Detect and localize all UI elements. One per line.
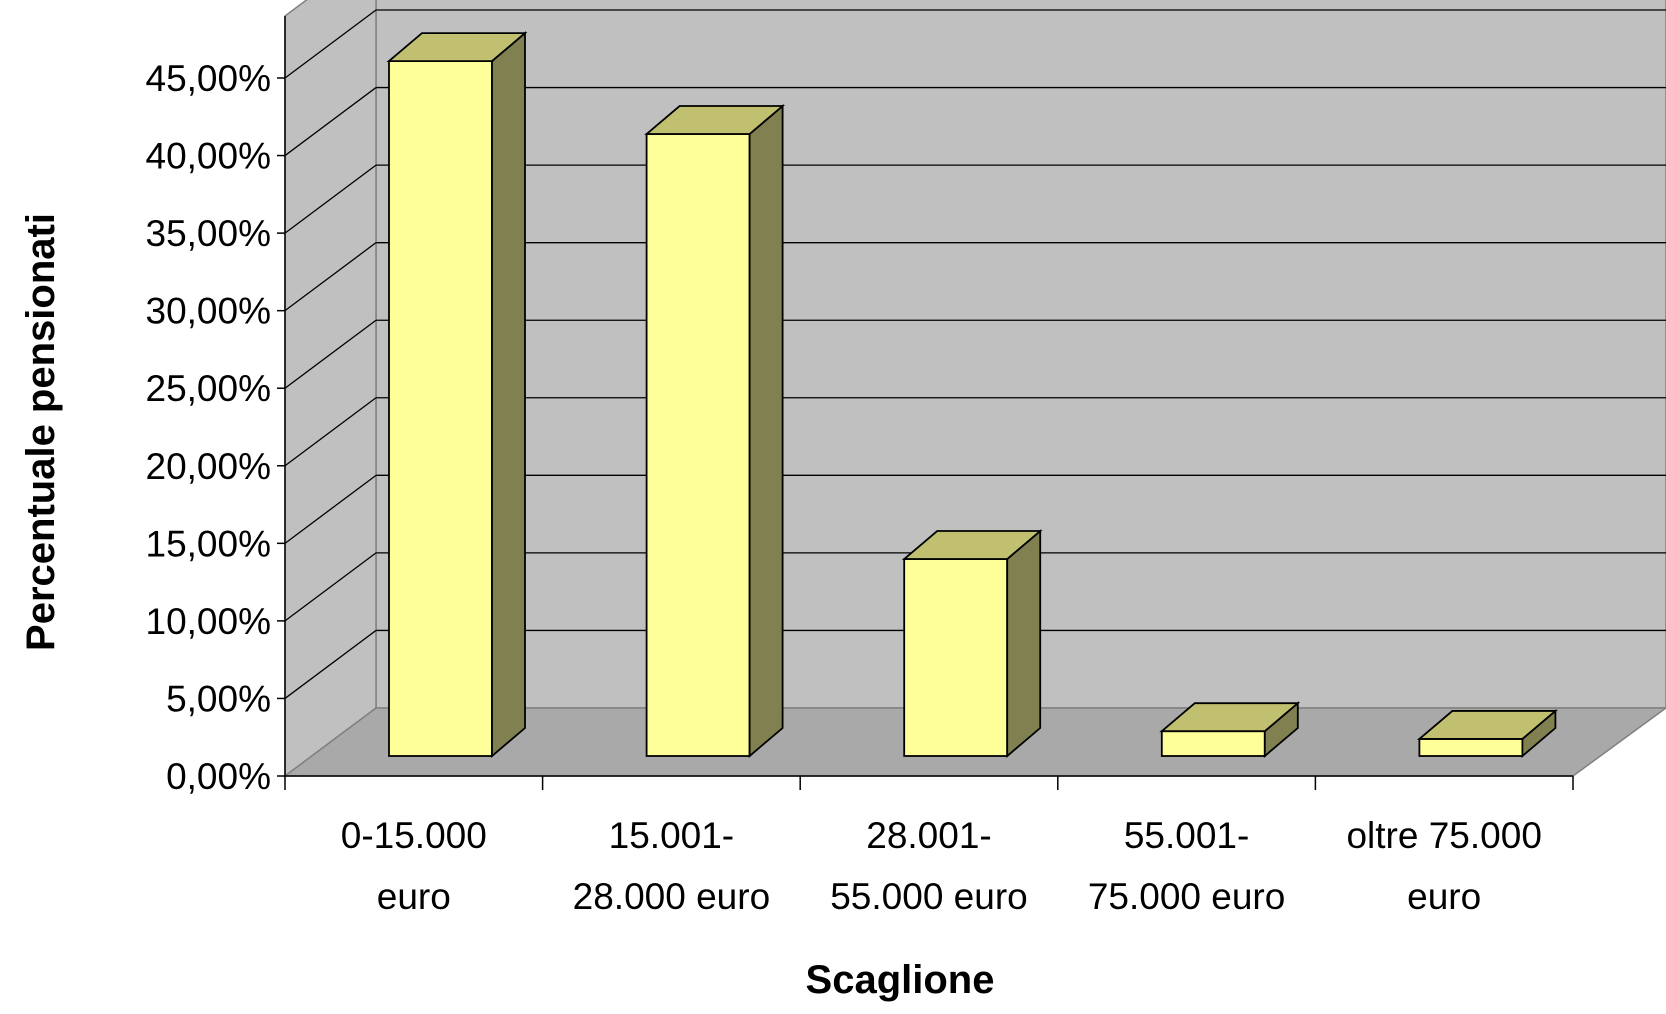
x-tick-label: euro xyxy=(1407,876,1481,917)
side-wall xyxy=(284,0,377,778)
bar-top xyxy=(386,32,528,63)
x-tick-label: oltre 75.000 xyxy=(1346,815,1541,856)
x-tick-label: 28.001- xyxy=(866,815,992,856)
y-tick-label: 20,00% xyxy=(146,446,272,487)
x-axis-title: Scaglione xyxy=(806,958,995,1002)
y-tick-labels: 0,00% 5,00% 10,00% 15,00% 20,00% 25,00% 30,00%… xyxy=(146,58,272,797)
bar-side xyxy=(1006,529,1042,758)
y-tick-label: 0,00% xyxy=(166,756,271,797)
x-tick-label: euro xyxy=(377,876,451,917)
gridline-side xyxy=(284,319,377,389)
bar-side xyxy=(491,31,526,758)
bar xyxy=(644,104,786,758)
x-tick-labels: 0-15.000 euro 15.001- 28.000 euro 28.001- 55.… xyxy=(341,815,1542,917)
x-tick-label: 55.001- xyxy=(1124,815,1250,856)
y-axis-title: Percentuale pensionati xyxy=(19,213,63,651)
y-tick-label: 25,00% xyxy=(146,368,272,409)
gridline-side xyxy=(284,164,377,234)
y-tick-label: 40,00% xyxy=(146,136,272,177)
bar xyxy=(386,31,528,758)
x-tick-label: 0-15.000 xyxy=(341,815,487,856)
bar xyxy=(1416,708,1558,758)
gridline-side xyxy=(284,552,377,622)
bars xyxy=(386,31,1558,758)
bar-top xyxy=(901,530,1043,560)
bar-side xyxy=(748,104,784,758)
x-tick-label: 55.000 euro xyxy=(830,876,1028,917)
bar xyxy=(1159,701,1301,758)
bar xyxy=(901,529,1043,758)
gridline-side xyxy=(284,629,377,699)
gridline-side xyxy=(284,474,377,544)
y-tick-label: 15,00% xyxy=(146,523,272,564)
y-tick-label: 45,00% xyxy=(146,58,272,99)
x-tick-label: 15.001- xyxy=(609,815,735,856)
x-tick-label: 75.000 euro xyxy=(1088,876,1286,917)
bar-front xyxy=(645,133,751,757)
gridlines xyxy=(284,9,1666,699)
gridline-side xyxy=(284,9,377,79)
bar-front xyxy=(1160,730,1266,757)
bar-front xyxy=(903,558,1009,757)
x-tick-label: 28.000 euro xyxy=(573,876,771,917)
y-tick-label: 10,00% xyxy=(146,601,272,642)
gridline-side xyxy=(284,397,377,467)
gridline-side xyxy=(284,242,377,312)
bar-top xyxy=(1159,702,1301,733)
y-tick-label: 5,00% xyxy=(166,678,271,719)
axes xyxy=(277,16,1574,790)
y-tick-label: 35,00% xyxy=(146,213,272,254)
bar-front xyxy=(388,60,493,757)
gridline-side xyxy=(284,87,377,157)
bar-top xyxy=(1416,710,1558,740)
y-tick-label: 30,00% xyxy=(146,291,272,332)
bar-front xyxy=(1418,738,1524,757)
bar-top xyxy=(644,105,786,135)
